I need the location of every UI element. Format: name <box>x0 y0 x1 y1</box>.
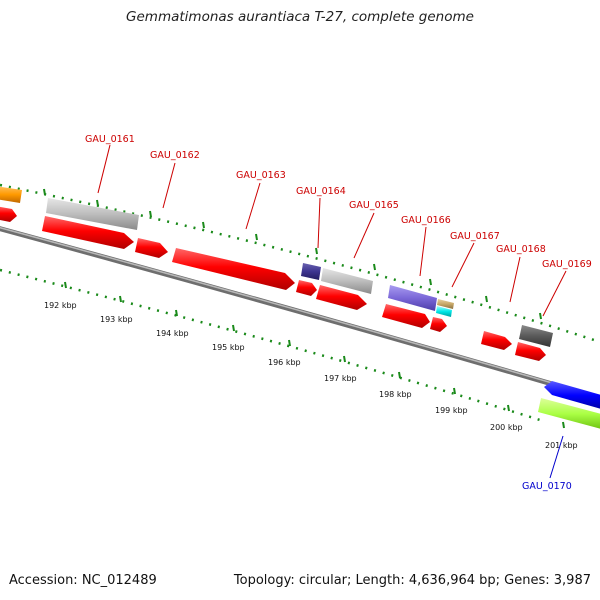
genome-summary-text: Topology: circular; Length: 4,636,964 bp… <box>233 573 591 588</box>
gene-label-gau-0167[interactable]: GAU_0167 <box>450 231 500 242</box>
outer-tick-ring <box>0 183 600 344</box>
gene-label-gau-0170[interactable]: GAU_0170 <box>522 481 572 492</box>
scale-label: 195 kbp <box>212 343 245 352</box>
gene-feature-gray[interactable] <box>46 198 139 230</box>
scale-label: 194 kbp <box>156 329 189 338</box>
scale-label: 199 kbp <box>435 406 468 415</box>
gene-label-gau-0162[interactable]: GAU_0162 <box>150 150 200 161</box>
gene-feature-cyan[interactable] <box>436 306 452 317</box>
gene-feature-navy[interactable] <box>301 263 321 280</box>
gene-labels: GAU_0161 GAU_0162 GAU_0163 GAU_0164 GAU_… <box>85 134 592 492</box>
inner-major-ticks <box>64 281 565 429</box>
cds-arrow[interactable] <box>135 238 168 258</box>
gene-label-gau-0163[interactable]: GAU_0163 <box>236 170 286 181</box>
gene-label-gau-0161[interactable]: GAU_0161 <box>85 134 135 145</box>
cds-reverse-track <box>538 381 600 430</box>
gene-label-gau-0164[interactable]: GAU_0164 <box>296 186 346 197</box>
gene-label-gau-0166[interactable]: GAU_0166 <box>401 215 451 226</box>
cds-arrow[interactable] <box>430 317 447 332</box>
cds-arrow[interactable] <box>42 216 134 249</box>
gene-feature-lavender[interactable] <box>388 285 437 311</box>
cds-arrow[interactable] <box>172 248 295 290</box>
genome-backbone <box>0 226 600 401</box>
scale-label: 201 kbp <box>545 441 578 450</box>
gene-label-gau-0165[interactable]: GAU_0165 <box>349 200 399 211</box>
cds-arrow[interactable] <box>515 342 546 361</box>
gene-feature-orange[interactable] <box>0 186 22 203</box>
gene-feature-lime[interactable] <box>538 398 600 430</box>
accession-text: Accession: NC_012489 <box>9 573 157 588</box>
cds-arrow[interactable] <box>296 280 317 296</box>
scale-label: 197 kbp <box>324 374 357 383</box>
gene-label-gau-0168[interactable]: GAU_0168 <box>496 244 546 255</box>
cds-arrow-reverse[interactable] <box>544 381 600 410</box>
gene-label-gau-0169[interactable]: GAU_0169 <box>542 259 592 270</box>
label-leaders <box>97 144 567 317</box>
scale-label: 200 kbp <box>490 423 523 432</box>
label-leader-reverse <box>549 435 564 479</box>
scale-labels: 192 kbp 193 kbp 194 kbp 195 kbp 196 kbp … <box>44 301 578 450</box>
feature-ring-outer <box>0 186 553 347</box>
gene-feature-gray[interactable] <box>321 268 373 294</box>
scale-label: 193 kbp <box>100 315 133 324</box>
inner-tick-ring <box>0 268 541 422</box>
map-title: Gemmatimonas aurantiaca T-27, complete g… <box>126 9 474 25</box>
scale-label: 196 kbp <box>268 358 301 367</box>
gene-feature-darkgray[interactable] <box>519 325 553 347</box>
cds-forward-track <box>0 206 546 361</box>
cds-arrow[interactable] <box>0 206 17 222</box>
cds-arrow[interactable] <box>481 331 512 350</box>
cds-arrow[interactable] <box>382 304 430 328</box>
cds-arrow[interactable] <box>316 285 367 310</box>
scale-label: 198 kbp <box>379 390 412 399</box>
gene-feature-tan[interactable] <box>437 299 454 309</box>
outer-major-ticks <box>43 188 542 320</box>
scale-label: 192 kbp <box>44 301 77 310</box>
